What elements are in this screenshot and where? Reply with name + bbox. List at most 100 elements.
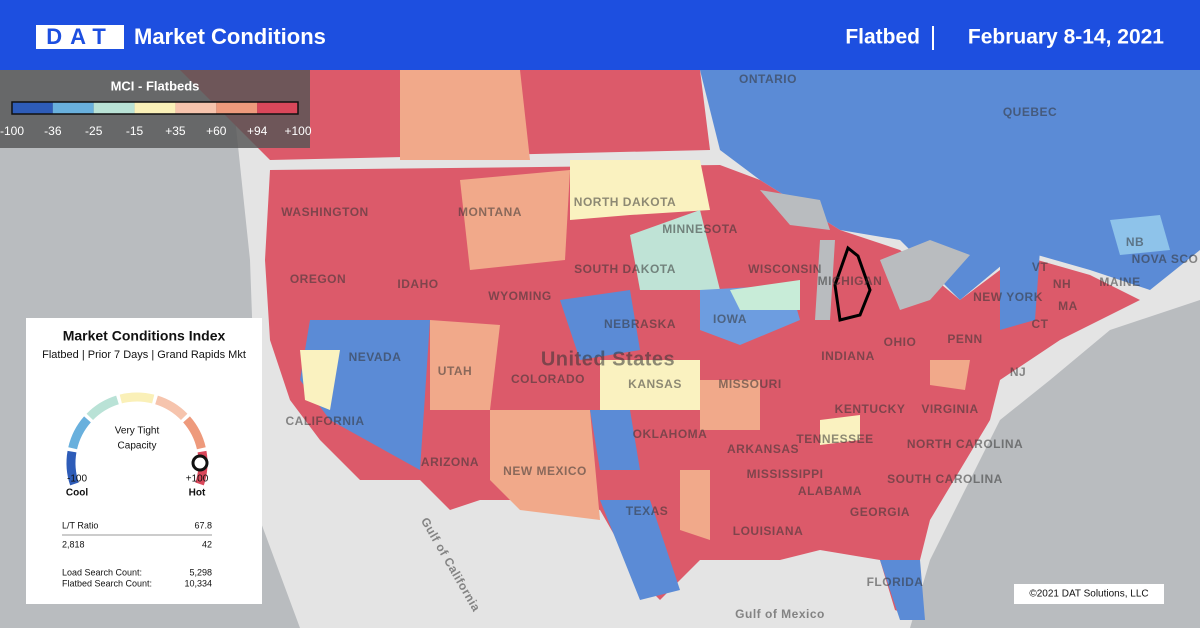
legend-frame xyxy=(11,101,299,115)
map-label: IOWA xyxy=(713,312,747,326)
legend-tick: +60 xyxy=(206,124,227,138)
legend-swatch xyxy=(52,102,94,114)
map-label: INDIANA xyxy=(821,349,875,363)
map-label: MA xyxy=(1058,299,1078,313)
region xyxy=(930,360,970,390)
min-value: -100 xyxy=(67,474,87,485)
map-label: WISCONSIN xyxy=(748,262,822,276)
logo: DAT xyxy=(46,24,114,49)
map-label: Gulf of Mexico xyxy=(735,607,825,621)
region xyxy=(490,410,600,520)
map-label: WYOMING xyxy=(488,289,552,303)
map-label: NEVADA xyxy=(349,350,402,364)
status: Very Tight xyxy=(115,426,160,437)
status: Capacity xyxy=(118,441,157,452)
map-label: PENN xyxy=(947,332,982,346)
legend-swatch xyxy=(257,102,298,114)
map-label: QUEBEC xyxy=(1003,105,1057,119)
map-label: NJ xyxy=(1010,365,1026,379)
region xyxy=(730,280,800,310)
gauge xyxy=(66,392,208,486)
map-label: SOUTH DAKOTA xyxy=(574,262,676,276)
region xyxy=(300,350,340,410)
region xyxy=(700,380,760,430)
map-label: MINNESOTA xyxy=(662,222,738,236)
map-label: TEXAS xyxy=(626,504,669,518)
count-value: 10,334 xyxy=(184,578,212,588)
map-label: ONTARIO xyxy=(739,72,797,86)
map-label: MISSOURI xyxy=(718,377,781,391)
region xyxy=(590,410,640,470)
map-label: NH xyxy=(1053,277,1071,291)
legend-swatch xyxy=(93,102,135,114)
legend-tick: +35 xyxy=(165,124,186,138)
map-label: TENNESSEE xyxy=(796,432,873,446)
region xyxy=(560,290,640,360)
map-label: NEW YORK xyxy=(973,290,1043,304)
logo-box xyxy=(36,25,124,49)
map-label: NB xyxy=(1126,235,1144,249)
map-label: VT xyxy=(1032,260,1049,274)
map-label: UTAH xyxy=(438,364,472,378)
map-label: NEBRASKA xyxy=(604,317,676,331)
map-label: SOUTH CAROLINA xyxy=(887,472,1003,486)
map-label: WASHINGTON xyxy=(281,205,368,219)
region xyxy=(570,160,710,220)
map-label: NOVA SCO xyxy=(1132,252,1199,266)
map-label: ARIZONA xyxy=(421,455,479,469)
max-value: +100 xyxy=(186,474,209,485)
region xyxy=(1000,250,1040,330)
map-label: LOUISIANA xyxy=(733,524,804,538)
gauge-segment xyxy=(119,392,155,404)
map-label: NEW MEXICO xyxy=(503,464,587,478)
region xyxy=(680,470,710,540)
map-label: COLORADO xyxy=(511,372,585,386)
map-label: NORTH DAKOTA xyxy=(574,195,676,209)
count-label: Load Search Count: xyxy=(62,567,142,577)
map-label: ARKANSAS xyxy=(727,442,799,456)
map-label: ALABAMA xyxy=(798,484,862,498)
count-value: 5,298 xyxy=(189,567,212,577)
legend-tick: +94 xyxy=(247,124,268,138)
legend-title: MCI - Flatbeds xyxy=(111,78,200,93)
region xyxy=(880,560,925,620)
canada-east xyxy=(700,70,1200,300)
header-bar xyxy=(0,0,1200,70)
region xyxy=(600,360,700,410)
dates: February 8-14, 2021 xyxy=(968,26,1164,49)
panel-subtitle: Flatbed | Prior 7 Days | Grand Rapids Mk… xyxy=(42,349,246,361)
legend-swatch xyxy=(12,102,53,114)
trucks: 42 xyxy=(202,539,212,549)
gauge-segment xyxy=(66,450,79,486)
legend-swatch xyxy=(175,102,217,114)
gauge-marker xyxy=(191,454,209,472)
map-label: OKLAHOMA xyxy=(633,427,708,441)
region xyxy=(400,70,530,160)
gauge-segment xyxy=(155,395,188,421)
legend-scale: -100 -36 -25 -15 +35 +60 +94 +100 xyxy=(0,101,312,138)
market-outline xyxy=(833,245,872,322)
max-label: Hot xyxy=(189,488,206,499)
map-label: IDAHO xyxy=(397,277,438,291)
map-label: OREGON xyxy=(290,272,346,286)
legend-tick: +100 xyxy=(284,124,311,138)
legend-tick: -25 xyxy=(85,124,103,138)
map-label: KENTUCKY xyxy=(835,402,906,416)
map-label: OHIO xyxy=(884,335,917,349)
map-label: NORTH CAROLINA xyxy=(907,437,1023,451)
ratio-value: 67.8 xyxy=(194,520,212,530)
map-label: MAINE xyxy=(1099,275,1140,289)
region xyxy=(630,210,720,290)
legend-swatch xyxy=(134,102,176,114)
map-label: United States xyxy=(541,348,675,370)
gauge-segment xyxy=(183,416,206,450)
count-label: Flatbed Search Count: xyxy=(62,578,152,588)
legend-tick: -36 xyxy=(44,124,62,138)
lake xyxy=(815,240,835,320)
region xyxy=(820,415,860,445)
loads: 2,818 xyxy=(62,539,85,549)
header-title: Market Conditions xyxy=(134,24,326,49)
map-label: GEORGIA xyxy=(850,505,910,519)
region xyxy=(430,320,500,410)
